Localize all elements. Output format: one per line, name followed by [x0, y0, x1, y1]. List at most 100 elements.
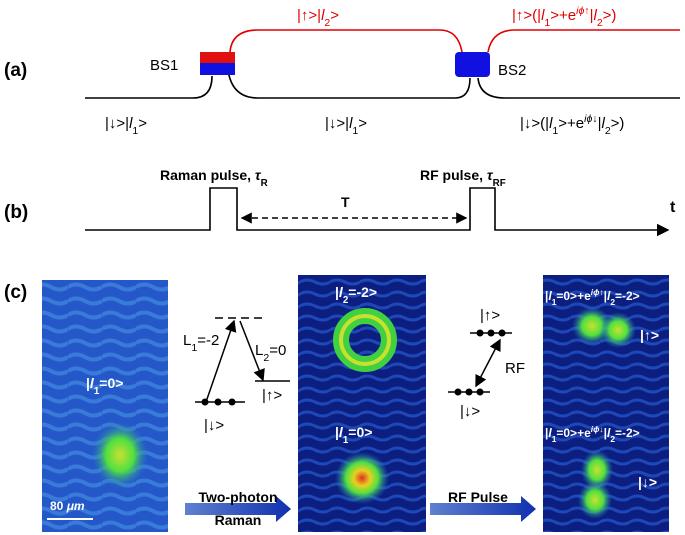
- text-part: 2: [610, 434, 615, 444]
- text-part: Raman pulse,: [160, 167, 255, 183]
- state-label: |↓>(|l1>+eiϕ↓|l2>): [520, 113, 624, 137]
- text-part: |: [590, 7, 594, 24]
- text-part: >): [611, 115, 625, 132]
- process-arrow: [430, 496, 536, 522]
- text-part: =0>+e: [556, 289, 591, 303]
- process-arrow: [185, 496, 291, 522]
- transition-arrow: [205, 319, 237, 403]
- text-part: 1: [343, 435, 349, 446]
- text-part: >: [138, 115, 147, 132]
- text-part: |↓>|: [105, 115, 129, 132]
- process-label: Raman: [215, 512, 262, 528]
- atom-cloud: [578, 481, 612, 519]
- text-part: RF: [493, 178, 506, 189]
- text-part: iϕ↓: [591, 424, 604, 434]
- text-part: |: [598, 115, 602, 132]
- text-part: |: [604, 289, 607, 303]
- state-label: |↑>: [640, 327, 659, 343]
- text-part: l: [90, 375, 95, 391]
- text-part: 2: [324, 17, 330, 29]
- text-part: |: [545, 426, 548, 440]
- text-part: =-2>: [615, 289, 640, 303]
- scale-label: 80 μm: [50, 499, 85, 513]
- pulse-sequence: [85, 187, 670, 237]
- beam-splitter-red: [200, 52, 235, 64]
- text-part: l: [601, 115, 605, 132]
- text-part: 1: [132, 125, 138, 137]
- text-part: >: [358, 115, 367, 132]
- text-part: |↑>(|: [512, 7, 541, 24]
- atom-cloud: [581, 450, 613, 490]
- bs-label: BS1: [150, 57, 178, 74]
- beam-splitter: [455, 52, 490, 77]
- text-part: =-2>: [615, 426, 640, 440]
- atom-cloud: [335, 452, 389, 504]
- transition-label: L2=0: [255, 342, 286, 364]
- pulse-label: RF pulse, τRF: [420, 167, 506, 189]
- text-part: |: [545, 289, 548, 303]
- image: [42, 280, 168, 532]
- vortex-ring: [339, 314, 391, 366]
- text-part: l: [548, 426, 552, 440]
- text-part: 2: [605, 125, 611, 137]
- text-part: L: [183, 332, 191, 349]
- text-part: 1: [352, 125, 358, 137]
- text-part: 2: [610, 297, 615, 307]
- text-part: l: [593, 7, 597, 24]
- atom-dot: [454, 388, 462, 396]
- atom-dot: [487, 329, 495, 337]
- atom-dot: [228, 398, 236, 406]
- level-label: |↓>: [460, 403, 480, 420]
- transition-arrow: [475, 338, 501, 388]
- level-label: |↑>: [480, 307, 500, 324]
- text-part: 2: [597, 17, 603, 29]
- atom-dot: [465, 388, 473, 396]
- atom-cloud: [92, 422, 148, 488]
- atom-dot: [214, 398, 222, 406]
- text-part: l: [549, 115, 553, 132]
- state-label: |↓>: [638, 474, 657, 490]
- text-part: μm: [66, 499, 85, 513]
- atom-dot: [201, 398, 209, 406]
- bs-label: BS2: [498, 62, 526, 79]
- text-part: |: [335, 424, 339, 440]
- text-part: =0: [269, 342, 286, 359]
- atom-dot: [498, 329, 506, 337]
- text-part: l: [541, 7, 545, 24]
- text-part: =-2>: [348, 284, 377, 300]
- text-part: |↓>(|: [520, 115, 549, 132]
- state-label: |↑>(|l1>+eiϕ↑|l2>): [512, 5, 616, 29]
- text-part: l: [339, 424, 344, 440]
- text-part: |: [335, 284, 339, 300]
- level-label: |↓>: [204, 417, 224, 434]
- text-part: 1: [552, 434, 557, 444]
- text-part: 2: [263, 352, 269, 364]
- text-part: >: [330, 7, 339, 24]
- atom-cloud: [600, 312, 636, 348]
- upper-path: [229, 29, 680, 53]
- interval-label: T: [341, 194, 350, 210]
- text-part: 2: [343, 295, 349, 306]
- state-label: |l1=0>: [86, 375, 123, 397]
- text-part: 1: [552, 297, 557, 307]
- panel-label: (c): [4, 282, 27, 303]
- text-part: l: [129, 115, 133, 132]
- process-label: RF Pulse: [448, 489, 508, 505]
- text-part: |↑>|: [297, 7, 321, 24]
- text-part: |: [604, 426, 607, 440]
- transition-label: L1=-2: [183, 332, 219, 354]
- text-part: l: [321, 7, 325, 24]
- text-part: τ: [487, 167, 494, 183]
- text-part: l: [349, 115, 353, 132]
- text-part: l: [607, 426, 611, 440]
- text-part: τ: [255, 167, 262, 183]
- text-part: =0>+e: [556, 426, 591, 440]
- text-part: l: [339, 284, 344, 300]
- panel-label: (a): [4, 60, 27, 81]
- text-part: iϕ↑: [576, 5, 589, 17]
- text-part: 1: [191, 342, 197, 354]
- pulse-label: Raman pulse, τR: [160, 167, 268, 189]
- lower-path: [85, 69, 680, 99]
- text-part: >): [603, 7, 617, 24]
- text-part: 1: [544, 17, 550, 29]
